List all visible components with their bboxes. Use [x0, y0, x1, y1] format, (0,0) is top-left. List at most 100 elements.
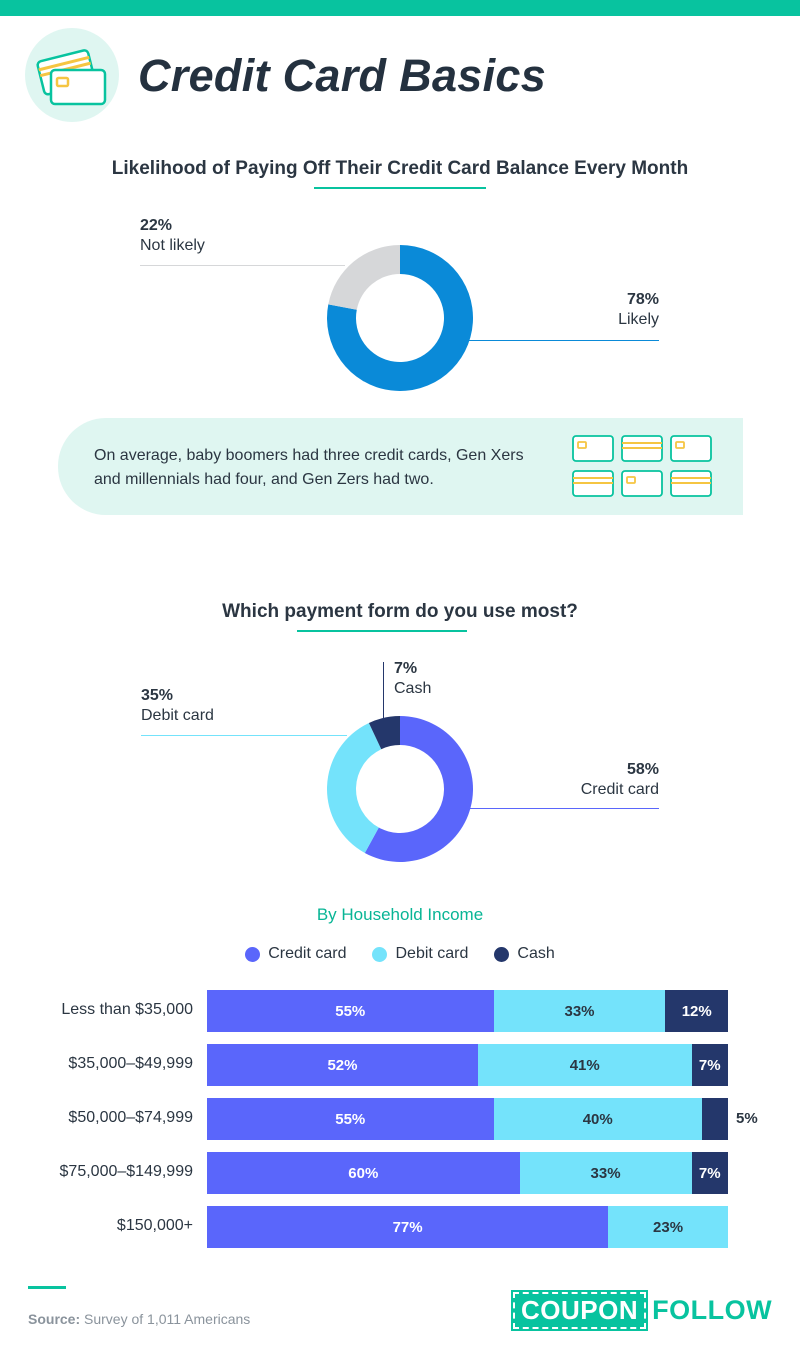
- donut-slice-cash: [368, 716, 400, 750]
- bar-value-label: 55%: [335, 1002, 366, 1020]
- bar-track: 60% 33% 7%: [207, 1152, 728, 1194]
- donut-slice-not-likely: [328, 245, 400, 310]
- legend-swatch-debit-card: [372, 946, 388, 962]
- fact-text-line-1: On average, baby boomers had three credi…: [94, 447, 524, 464]
- source-note: Source: Survey of 1,011 Americans: [28, 1311, 250, 1327]
- bar-category-label: $50,000–$74,999: [68, 1109, 193, 1126]
- donut-label-credit-card: 58% Credit card: [581, 760, 659, 800]
- donut-category-debit-card: Debit card: [141, 707, 214, 724]
- bar-segment-cash: 5%: [701, 1098, 758, 1140]
- donut-value-cash: 7%: [394, 660, 418, 677]
- section-title-underline: [314, 187, 486, 189]
- legend-swatch-credit-card: [245, 946, 261, 962]
- bar-value-label: 77%: [392, 1218, 423, 1236]
- section-title-likelihood: Likelihood of Paying Off Their Credit Ca…: [111, 158, 689, 179]
- bar-track: 55% 33% 12%: [207, 990, 728, 1032]
- legend-item-credit-card: Credit card: [245, 945, 346, 963]
- bar-segment-debit-card: 41%: [477, 1044, 692, 1086]
- bar-value-label: 55%: [335, 1110, 366, 1128]
- bar-segment-debit-card: 33%: [493, 990, 666, 1032]
- bar-segment-cash: 7%: [691, 1152, 728, 1194]
- section-title-payment-form: Which payment form do you use most?: [222, 601, 578, 622]
- donut-value-debit-card: 35%: [141, 687, 174, 704]
- bar-value-label: 41%: [569, 1056, 600, 1074]
- brand-logo-coupon: COUPON: [510, 1290, 649, 1331]
- chart-legend: Credit card Debit card Cash: [0, 945, 800, 963]
- bar-value-label: 60%: [348, 1164, 379, 1182]
- bar-category-label: $75,000–$149,999: [59, 1163, 193, 1180]
- bar-segment-credit-card: 60%: [207, 1152, 520, 1194]
- credit-cards-grid-icon: [572, 435, 712, 497]
- bar-row: $150,000+ 77% 23%: [0, 1206, 800, 1248]
- legend-item-cash: Cash: [494, 945, 555, 963]
- donut-label-debit-card: 35% Debit card: [141, 686, 214, 726]
- bar-track: 77% 23%: [207, 1206, 728, 1248]
- bar-segment-cash: 7%: [691, 1044, 728, 1086]
- bar-row: $75,000–$149,999 60% 33% 7%: [0, 1152, 800, 1194]
- bar-row: Less than $35,000 55% 33% 12%: [0, 990, 800, 1032]
- top-accent-bar: [0, 0, 800, 16]
- donut-category-credit-card: Credit card: [580, 781, 659, 798]
- donut-category-cash: Cash: [394, 680, 432, 697]
- leader-line-not-likely: [140, 265, 345, 266]
- source-text: Survey of 1,011 Americans: [84, 1311, 251, 1327]
- source-label: Source:: [28, 1311, 81, 1327]
- bar-value-label: 7%: [698, 1164, 721, 1182]
- credit-cards-icon: [25, 28, 119, 122]
- bar-value-label: 23%: [653, 1218, 684, 1236]
- bar-value-label: 5%: [735, 1110, 758, 1127]
- donut-value-credit-card: 58%: [626, 761, 659, 778]
- legend-swatch-cash: [494, 946, 510, 962]
- bar-row: $35,000–$49,999 52% 41% 7%: [0, 1044, 800, 1086]
- bar-category-label: Less than $35,000: [61, 1001, 193, 1018]
- bar-segment-debit-card: 23%: [608, 1206, 728, 1248]
- donut-slice-likely: [327, 245, 473, 391]
- bar-segment-credit-card: 55%: [207, 990, 494, 1032]
- donut-label-not-likely: 22% Not likely: [140, 216, 205, 256]
- legend-label-debit-card: Debit card: [395, 945, 469, 962]
- bar-segment-credit-card: 55%: [207, 1098, 494, 1140]
- bar-segment-credit-card: 77%: [207, 1206, 609, 1248]
- fact-text-line-2: and millennials had four, and Gen Zers h…: [94, 471, 434, 488]
- donut-label-likely: 78% Likely: [618, 290, 659, 330]
- leader-line-credit-card: [466, 808, 659, 809]
- page-title: Credit Card Basics: [138, 50, 547, 101]
- brand-logo: COUPON FOLLOW: [510, 1290, 773, 1331]
- bar-segment-credit-card: 52%: [207, 1044, 478, 1086]
- donut-category-likely: Likely: [618, 311, 659, 328]
- chart-subtitle-household-income: By Household Income: [316, 905, 484, 924]
- bar-value-label: 33%: [590, 1164, 621, 1182]
- bar-segment-debit-card: 33%: [519, 1152, 692, 1194]
- donut-value-likely: 78%: [626, 291, 659, 308]
- bar-value-label: 40%: [582, 1110, 613, 1128]
- bar-value-label: 33%: [564, 1002, 595, 1020]
- bar-value-label: 12%: [681, 1002, 712, 1020]
- bar-value-label: 7%: [698, 1056, 721, 1074]
- bar-segment-cash: 12%: [665, 990, 728, 1032]
- donut-slice-debit-card: [327, 722, 382, 853]
- legend-label-cash: Cash: [517, 945, 555, 962]
- donut-label-cash: 7% Cash: [394, 659, 431, 699]
- bar-track: 52% 41% 7%: [207, 1044, 728, 1086]
- legend-item-debit-card: Debit card: [372, 945, 468, 963]
- leader-line-debit-card: [141, 735, 347, 736]
- footer-accent-line: [28, 1286, 66, 1289]
- fact-text: On average, baby boomers had three credi…: [94, 444, 564, 492]
- donut-slice-credit-card: [364, 716, 473, 862]
- bar-track: 55% 40% 5%: [207, 1098, 758, 1140]
- fact-callout: On average, baby boomers had three credi…: [58, 418, 743, 515]
- donut-category-not-likely: Not likely: [140, 237, 205, 254]
- bar-row: $50,000–$74,999 55% 40% 5%: [0, 1098, 800, 1140]
- bar-category-label: $35,000–$49,999: [68, 1055, 193, 1072]
- leader-line-likely: [466, 340, 659, 341]
- brand-logo-follow: FOLLOW: [652, 1295, 773, 1325]
- donut-chart-likelihood: [327, 245, 473, 391]
- bar-segment-debit-card: 40%: [493, 1098, 702, 1140]
- leader-line-cash: [383, 662, 384, 720]
- donut-chart-payment-form: [327, 716, 473, 862]
- bar-value-label: 52%: [327, 1056, 358, 1074]
- legend-label-credit-card: Credit card: [268, 945, 347, 962]
- donut-value-not-likely: 22%: [140, 217, 173, 234]
- bar-category-label: $150,000+: [116, 1217, 193, 1234]
- section-title-underline: [297, 630, 467, 632]
